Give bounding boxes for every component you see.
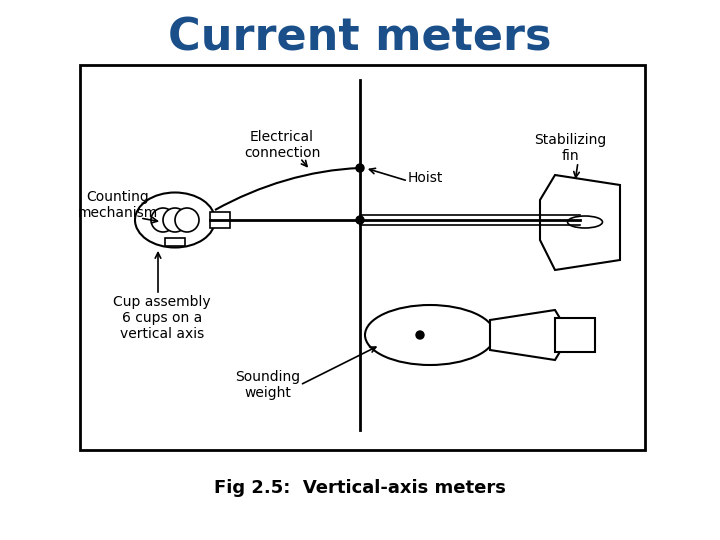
FancyBboxPatch shape: [210, 212, 230, 228]
Circle shape: [356, 216, 364, 224]
Circle shape: [175, 208, 199, 232]
Polygon shape: [540, 175, 620, 270]
Text: Fig 2.5:  Vertical-axis meters: Fig 2.5: Vertical-axis meters: [214, 479, 506, 497]
Text: Cup assembly
6 cups on a
vertical axis: Cup assembly 6 cups on a vertical axis: [113, 295, 211, 341]
Polygon shape: [490, 310, 570, 360]
Text: Sounding
weight: Sounding weight: [235, 370, 300, 400]
Circle shape: [356, 164, 364, 172]
Text: Counting
mechanism: Counting mechanism: [78, 190, 158, 220]
FancyBboxPatch shape: [165, 238, 185, 246]
Ellipse shape: [567, 216, 603, 228]
Circle shape: [163, 208, 187, 232]
Circle shape: [416, 331, 424, 339]
Text: Electrical
connection: Electrical connection: [244, 130, 320, 160]
Text: Current meters: Current meters: [168, 17, 552, 59]
Text: Hoist: Hoist: [408, 171, 444, 185]
Text: Stabilizing
fin: Stabilizing fin: [534, 133, 606, 163]
FancyBboxPatch shape: [555, 318, 595, 352]
Ellipse shape: [135, 192, 215, 247]
Circle shape: [151, 208, 175, 232]
Ellipse shape: [365, 305, 495, 365]
FancyBboxPatch shape: [80, 65, 645, 450]
